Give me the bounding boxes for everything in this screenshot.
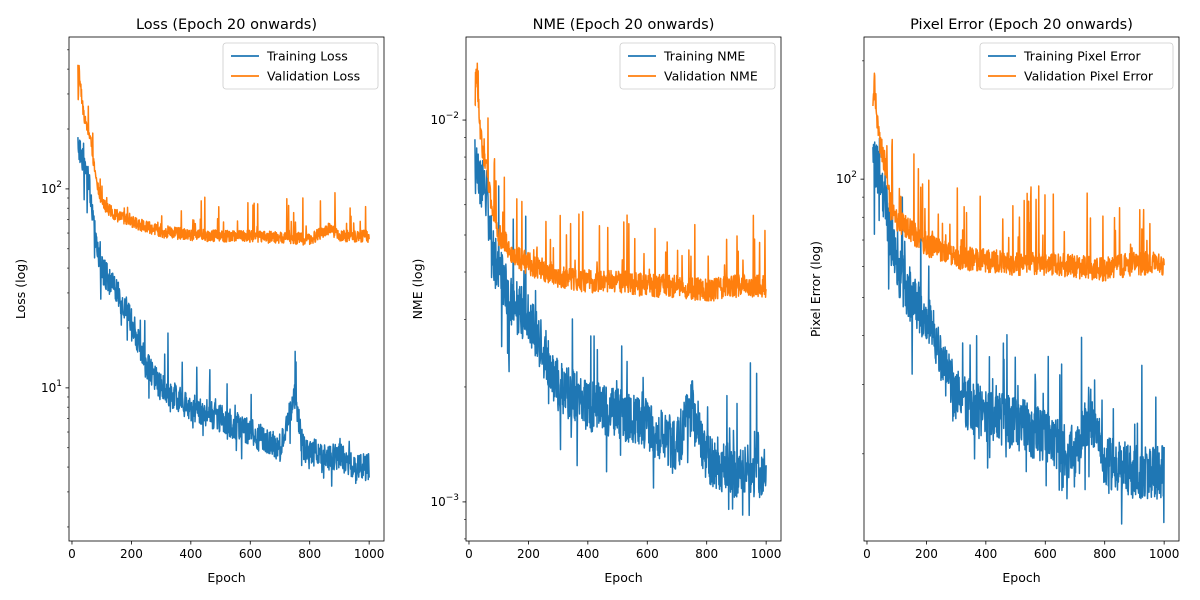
legend: Training NME Validation NME bbox=[619, 42, 776, 90]
y-axis-label: NME (log) bbox=[410, 259, 425, 320]
legend-label: Training NME bbox=[663, 49, 745, 64]
x-tick-label: 1000 bbox=[1149, 547, 1180, 561]
y-axis-label: Pixel Error (log) bbox=[808, 241, 823, 337]
series-line-training bbox=[474, 139, 767, 517]
legend-label: Validation Loss bbox=[267, 69, 360, 84]
legend-label: Training Loss bbox=[266, 49, 348, 64]
x-tick-label: 400 bbox=[179, 547, 202, 561]
x-tick-label: 0 bbox=[68, 547, 76, 561]
series-line-validation bbox=[474, 62, 767, 302]
chart-panel-2: 0 200 400 600 800 1000 10−3 10−2 NME (Epoch 20 o… bbox=[410, 17, 781, 585]
x-axis-label: Epoch bbox=[604, 570, 642, 585]
legend-box bbox=[222, 42, 379, 90]
x-tick-label: 1000 bbox=[354, 547, 385, 561]
series-line-training bbox=[872, 137, 1165, 525]
x-tick-label: 200 bbox=[915, 547, 938, 561]
chart-title: NME (Epoch 20 onwards) bbox=[533, 17, 715, 33]
y-tick-label: 102 bbox=[836, 170, 857, 186]
chart-panel-1: 0 200 400 600 800 1000 101 102 Loss (Epoch 20 on… bbox=[13, 17, 384, 585]
axes-frame bbox=[465, 36, 782, 542]
x-tick-label: 0 bbox=[465, 547, 473, 561]
x-tick-label: 200 bbox=[120, 547, 143, 561]
x-axis-label: Epoch bbox=[207, 570, 245, 585]
legend-box bbox=[979, 42, 1174, 90]
x-tick-label: 400 bbox=[576, 547, 599, 561]
y-tick-label: 102 bbox=[41, 180, 62, 196]
chart-panel-3: 0 200 400 600 800 1000 102 Pixel Error (Epoch 2… bbox=[808, 17, 1179, 585]
chart-title: Pixel Error (Epoch 20 onwards) bbox=[910, 17, 1133, 33]
x-axis-label: Epoch bbox=[1002, 570, 1040, 585]
series-line-training bbox=[77, 137, 370, 487]
x-tick-label: 800 bbox=[1093, 547, 1116, 561]
x-tick-label: 600 bbox=[239, 547, 262, 561]
y-tick-label: 101 bbox=[41, 379, 62, 395]
legend: Training Pixel Error Validation Pixel Err… bbox=[979, 42, 1174, 90]
series-line-validation bbox=[77, 64, 370, 246]
x-tick-label: 1000 bbox=[751, 547, 782, 561]
x-tick-label: 600 bbox=[636, 547, 659, 561]
x-tick-label: 600 bbox=[1034, 547, 1057, 561]
x-tick-label: 800 bbox=[695, 547, 718, 561]
x-tick-label: 800 bbox=[298, 547, 321, 561]
y-tick-label: 10−3 bbox=[430, 493, 459, 509]
legend: Training Loss Validation Loss bbox=[222, 42, 379, 90]
legend-box bbox=[619, 42, 776, 90]
axes-frame bbox=[863, 36, 1180, 542]
x-tick-label: 200 bbox=[517, 547, 540, 561]
legend-label: Validation NME bbox=[664, 69, 758, 84]
axes-frame bbox=[68, 36, 385, 542]
legend-label: Training Pixel Error bbox=[1023, 49, 1142, 64]
x-tick-label: 0 bbox=[863, 547, 871, 561]
y-axis-label: Loss (log) bbox=[13, 259, 28, 319]
y-tick-label: 10−2 bbox=[430, 111, 459, 127]
chart-title: Loss (Epoch 20 onwards) bbox=[136, 17, 317, 33]
x-tick-label: 400 bbox=[974, 547, 997, 561]
series-line-validation bbox=[872, 72, 1165, 282]
legend-label: Validation Pixel Error bbox=[1024, 69, 1154, 84]
